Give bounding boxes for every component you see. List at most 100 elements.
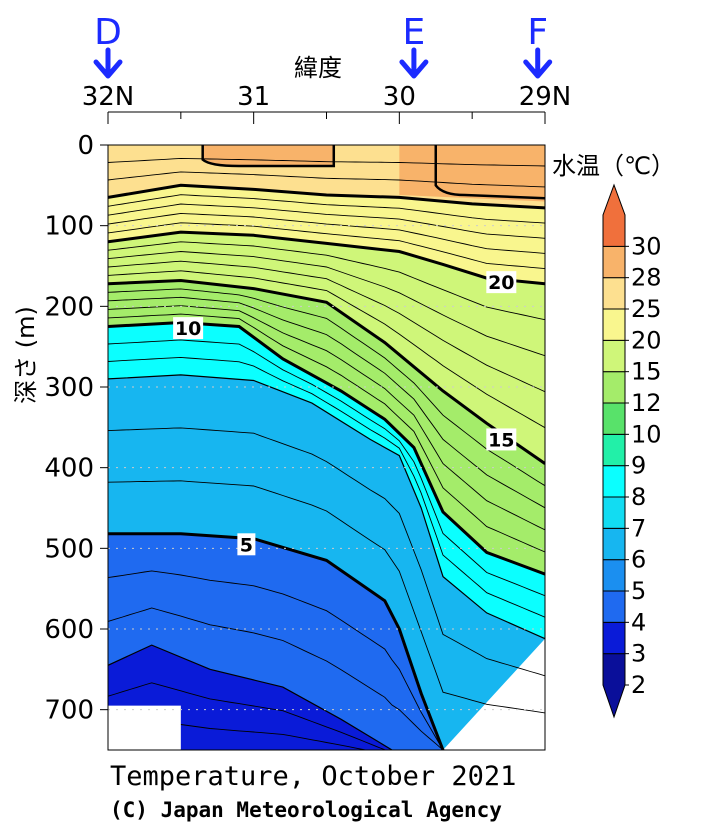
thin-isotherm [108,260,545,393]
contour-labels: 20 15 10 5 [173,271,517,556]
depth-tick-label: 300 [44,373,94,403]
thin-isotherm [108,251,545,357]
colorbar-tick-label: 10 [631,420,662,448]
colorbar-cap-top [602,183,626,247]
isotherm-25 [108,183,545,210]
latitude-tick-label: 30 [383,82,416,112]
colorbar-segment [602,245,626,279]
thin-isotherm [108,427,545,677]
thin-isotherm [108,305,545,531]
colorbar-segment [602,621,626,655]
temperature-band [108,322,545,639]
x-axis-label: 緯度 [294,54,342,82]
station-arrow [523,47,553,79]
isotherm-28-north [201,145,336,168]
temperature-band [108,533,443,750]
latitude-axis: 32N 31 30 29N [82,82,572,124]
colorbar-tick-label: 9 [631,452,646,480]
figure-title: Temperature, October 2021 [110,761,516,792]
colorbar-segment [602,465,626,498]
colorbar-tick-label: 25 [631,295,662,323]
thin-isotherm [108,157,545,167]
thin-isotherm [108,212,545,254]
warm-pocket-south [399,145,545,202]
colorbar: 2 3 4 5 6 7 8 9 10 12 15 20 25 28 30 [602,183,662,719]
depth-tick-label: 500 [44,534,94,564]
thin-isotherm [108,194,545,224]
temperature-band [108,280,545,575]
contour-label-bg [486,428,517,451]
missing-data-region [108,705,181,750]
temperature-fill-bands [108,145,545,750]
colorbar-tick-label: 30 [631,232,662,260]
station-markers: D E F [93,12,553,79]
colorbar-segment [602,496,626,529]
plot-frame [107,144,546,751]
depth-tick-label: 100 [44,212,94,242]
thin-isotherm [108,339,545,597]
latitude-tick-label: 31 [237,82,270,112]
isotherm-7 [108,374,545,640]
thin-isotherm [108,222,545,270]
thin-isotherm [108,171,545,188]
colorbar-tick-label: 2 [631,671,646,699]
colorbar-tick-label: 12 [631,389,662,417]
colorbar-tick-label: 4 [631,608,646,636]
isotherm-20 [108,230,545,286]
isotherm-10 [108,320,545,576]
thin-isotherm [108,682,387,750]
depth-gridlines [108,225,545,711]
colorbar-segment [602,433,626,467]
isotherm-28-south [434,145,545,200]
thin-isotherm [108,607,545,750]
thin-isotherm [108,480,545,714]
latitude-tick-label: 32N [82,82,135,112]
colorbar-tick-label: 8 [631,483,646,511]
depth-tick-label: 200 [44,292,94,322]
thin-isotherm [108,570,545,750]
isotherm-lines [108,145,545,750]
colorbar-cap-bottom [602,653,626,719]
thin-isotherm [108,296,545,509]
thin-isotherm [108,288,545,487]
station-label: D [94,12,122,53]
colorbar-segment [602,559,626,592]
warm-pocket-north [202,145,334,166]
station-arrow [93,47,123,79]
temperature-band [108,185,545,284]
thin-isotherm [108,241,545,321]
colorbar-tick-label: 15 [631,358,662,386]
colorbar-segment [602,402,626,435]
contour-label: 5 [240,534,253,556]
thin-isotherm [108,313,545,553]
depth-axis: 0 100 200 300 400 500 600 700 [44,131,108,726]
station-arrow [399,47,429,79]
isotherm-5 [108,532,445,750]
contour-label: 20 [488,272,514,294]
colorbar-tick-label: 5 [631,577,646,605]
depth-tick-label: 0 [77,131,94,161]
thin-isotherm [108,356,545,618]
contour-label-bg [173,317,204,340]
colorbar-segment [602,371,626,404]
colorbar-segment [602,339,626,373]
thin-isotherm [108,203,545,239]
temperature-band [108,374,545,750]
depth-tick-label: 700 [44,696,94,726]
temperature-band [108,232,545,464]
colorbar-segment [602,308,626,341]
station-label: F [527,12,548,53]
isotherm-15 [108,278,545,465]
contour-label: 10 [175,318,201,340]
contour-label-bg [237,533,256,556]
colorbar-tick-label: 20 [631,326,662,354]
latitude-tick-label: 29N [519,82,572,112]
contour-label-bg [486,271,517,294]
y-axis-label: 深さ (m) [12,306,40,404]
colorbar-segment [602,277,626,310]
depth-tick-label: 600 [44,615,94,645]
thin-isotherm [108,270,545,429]
colorbar-tick-label: 28 [631,264,662,292]
colorbar-tick-label: 3 [631,640,646,668]
